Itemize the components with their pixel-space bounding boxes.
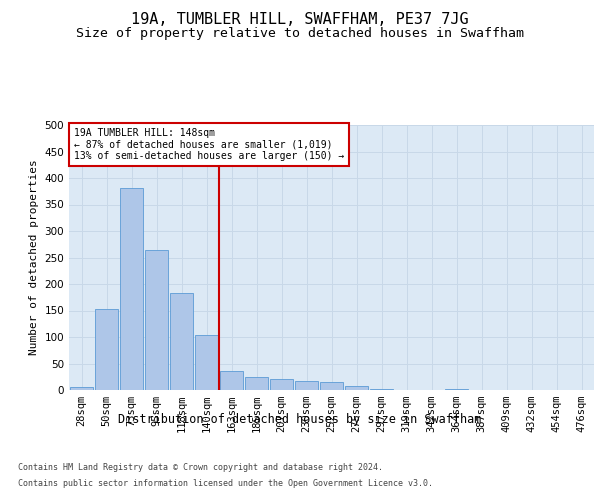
Y-axis label: Number of detached properties: Number of detached properties [29,160,39,356]
Bar [245,377,268,390]
Bar [295,381,319,390]
Text: Contains public sector information licensed under the Open Government Licence v3: Contains public sector information licen… [18,478,433,488]
Bar [194,336,218,390]
Text: 19A, TUMBLER HILL, SWAFFHAM, PE37 7JG: 19A, TUMBLER HILL, SWAFFHAM, PE37 7JG [131,12,469,28]
Bar [95,310,118,390]
Bar [170,293,193,390]
Bar [145,250,169,390]
Text: 19A TUMBLER HILL: 148sqm
← 87% of detached houses are smaller (1,019)
13% of sem: 19A TUMBLER HILL: 148sqm ← 87% of detach… [74,128,344,161]
Bar [344,386,368,390]
Bar [70,388,94,390]
Text: Contains HM Land Registry data © Crown copyright and database right 2024.: Contains HM Land Registry data © Crown c… [18,464,383,472]
Bar [119,188,143,390]
Bar [220,372,244,390]
Bar [370,389,394,390]
Text: Distribution of detached houses by size in Swaffham: Distribution of detached houses by size … [118,412,482,426]
Text: Size of property relative to detached houses in Swaffham: Size of property relative to detached ho… [76,28,524,40]
Bar [320,382,343,390]
Bar [269,380,293,390]
